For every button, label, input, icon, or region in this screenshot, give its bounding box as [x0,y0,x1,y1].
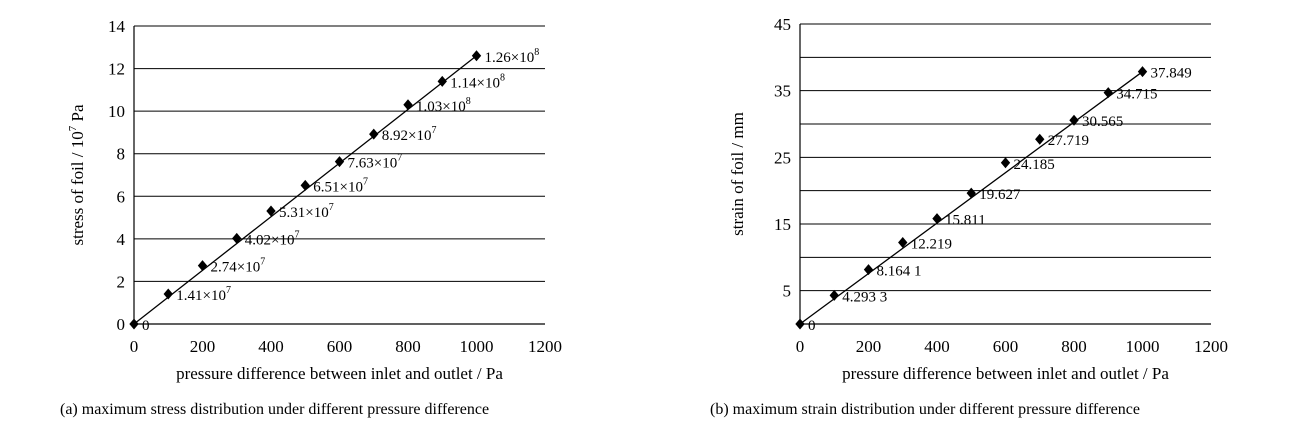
data-label: 27.719 [1048,133,1089,149]
data-label: 2.74×107 [211,257,266,276]
x-tick-label: 400 [924,337,950,356]
caption-a: (a) maximum stress distribution under di… [60,401,490,418]
data-label: 0 [142,318,150,334]
data-label: 1.41×107 [176,285,231,304]
x-tick-label: 0 [130,337,139,356]
data-point [300,179,310,191]
y-tick-label: 15 [774,215,791,234]
x-tick-label: 1200 [1194,337,1228,356]
data-point [437,75,447,87]
caption-b: (b) maximum strain distribution under di… [710,401,1140,418]
x-tick-label: 800 [1061,337,1087,356]
x-tick-label: 800 [395,337,421,356]
y-tick-label: 5 [783,282,792,301]
data-label: 1.26×108 [485,47,540,66]
y-tick-label: 2 [117,272,126,291]
data-label: 8.164 1 [877,264,922,280]
y-axis-label: strain of foil / mm [728,112,747,236]
chart-panel-a: 0 2 4 6 8 10 12 14 0 200 400 600 800 1000 1200 pressure… [0,0,655,444]
y-tick-label: 6 [117,187,126,206]
stress-chart: 0 2 4 6 8 10 12 14 0 200 400 600 800 1000 1200 pressure… [67,17,562,383]
data-point [1000,157,1011,169]
data-point [266,205,276,217]
y-tick-label: 4 [117,230,126,249]
data-point [334,156,345,168]
data-label: 34.715 [1116,87,1157,103]
strain-chart: 5 15 25 35 45 0 200 400 600 800 1000 1200 pressure d… [728,15,1228,383]
data-label: 37.849 [1151,66,1192,82]
data-label: 15.811 [945,213,986,229]
x-tick-label: 1000 [1126,337,1160,356]
data-point [1103,87,1113,99]
data-label: 5.31×107 [279,202,334,221]
data-point [163,288,173,300]
data-label: 1.03×108 [416,96,471,115]
x-axis-label: pressure difference between inlet and ou… [176,364,503,383]
data-label: 4.293 3 [842,289,887,305]
data-label: 30.565 [1082,114,1123,130]
data-label: 4.02×107 [245,229,300,248]
x-tick-label: 1000 [460,337,494,356]
x-tick-label: 600 [327,337,353,356]
chart-panel-b: 5 15 25 35 45 0 200 400 600 800 1000 1200 pressure d… [655,0,1311,444]
data-label: 19.627 [979,187,1021,203]
x-tick-label: 0 [796,337,805,356]
data-label: 12.219 [911,237,952,253]
y-tick-label: 45 [774,15,791,34]
data-label: 7.63×107 [348,153,403,172]
y-axis-label: stress of foil / 107 Pa [67,104,87,245]
data-label: 0 [808,318,816,334]
data-point [369,128,379,140]
data-label: 8.92×107 [382,125,437,144]
data-label: 6.51×107 [313,176,368,195]
data-label: 1.14×108 [450,72,505,91]
y-tick-label: 0 [117,315,126,334]
data-point [403,99,413,111]
y-tick-label: 8 [117,145,126,164]
data-point [1137,66,1148,78]
data-label: 24.185 [1014,157,1055,173]
data-point [232,232,242,244]
data-point [829,289,839,301]
x-tick-label: 200 [190,337,216,356]
data-point [932,213,942,225]
data-point [863,264,874,276]
data-point [129,318,139,330]
data-point [795,318,805,330]
y-tick-label: 14 [108,17,126,36]
x-tick-label: 400 [258,337,284,356]
y-tick-label: 12 [108,60,125,79]
data-point [197,260,208,272]
data-point [1035,133,1045,145]
y-tick-label: 25 [774,148,791,167]
x-tick-label: 600 [993,337,1019,356]
data-point [471,50,482,62]
x-tick-label: 1200 [528,337,562,356]
y-tick-label: 10 [108,102,125,121]
data-point [966,187,976,199]
x-axis-label: pressure difference between inlet and ou… [842,364,1169,383]
y-tick-label: 35 [774,82,791,101]
data-point [1069,114,1079,126]
x-tick-label: 200 [856,337,882,356]
